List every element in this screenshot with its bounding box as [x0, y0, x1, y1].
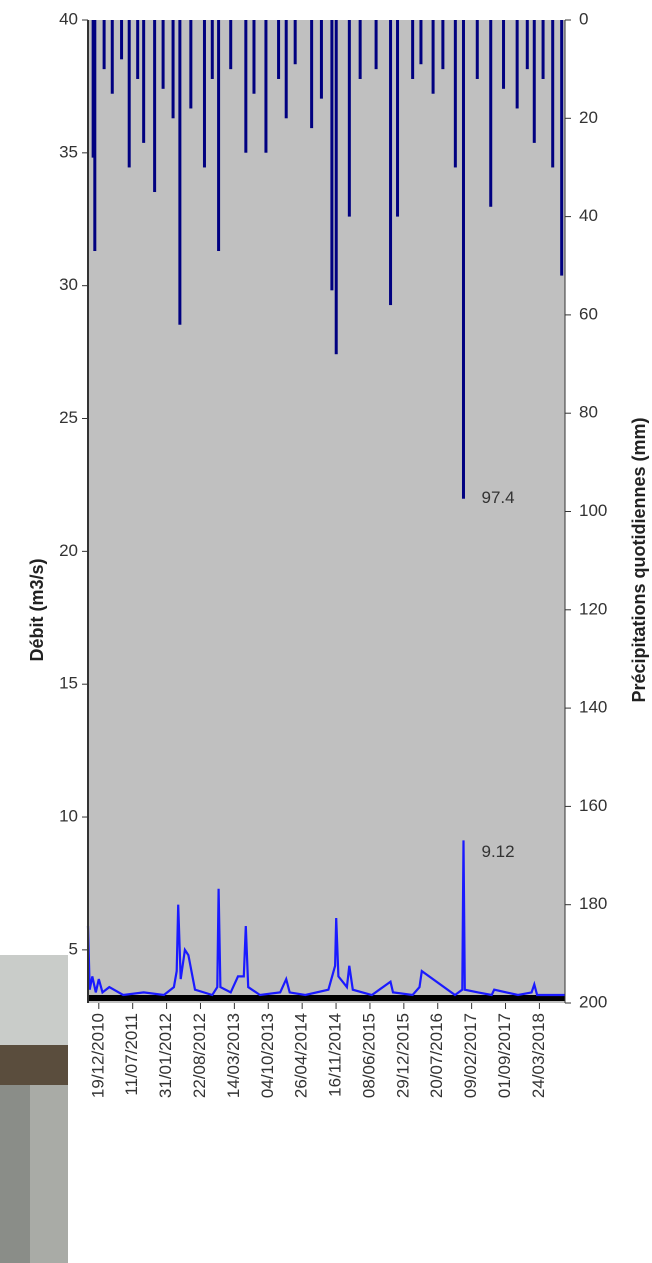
precip-bar	[264, 20, 268, 153]
precip-bar	[102, 20, 106, 70]
precip-bar	[293, 20, 297, 65]
precip-bar	[319, 20, 323, 99]
precip-bar	[551, 20, 555, 168]
photo-rail	[30, 1085, 68, 1263]
discharge-line	[86, 840, 565, 997]
y2-tick-label: 120	[579, 599, 607, 618]
y-tick-label: 20	[59, 541, 78, 560]
precip-bar	[127, 20, 131, 168]
precip-bar	[532, 20, 536, 143]
photo-trees	[0, 1045, 68, 1085]
x-tick-label: 31/01/2012	[156, 1013, 175, 1098]
precip-bar	[229, 20, 233, 70]
y-tick-label: 40	[59, 9, 78, 28]
y2-tick-label: 60	[579, 304, 598, 323]
precip-bar	[502, 20, 506, 89]
y2-tick-label: 180	[579, 894, 607, 913]
precip-bar	[252, 20, 256, 94]
x-tick-label: 24/03/2018	[529, 1013, 548, 1098]
plot-area	[88, 20, 565, 1003]
y2-tick-label: 200	[579, 992, 607, 1011]
precip-bar	[347, 20, 351, 217]
x-tick-label: 22/08/2012	[190, 1013, 209, 1098]
y2-axis-title: Précipitations quotidiennes (mm)	[629, 417, 649, 702]
precip-bar	[142, 20, 146, 143]
precip-bar	[277, 20, 281, 79]
y-tick-label: 15	[59, 674, 78, 693]
x-tick-label: 16/11/2014	[326, 1013, 345, 1097]
precip-bar	[396, 20, 400, 217]
y2-tick-label: 0	[579, 9, 588, 28]
photo-sky	[0, 955, 68, 1045]
value-label: 9.12	[481, 842, 514, 861]
precip-bar	[178, 20, 182, 325]
precip-bar	[515, 20, 519, 109]
y2-tick-label: 40	[579, 206, 598, 225]
precip-bar	[453, 20, 457, 168]
y-axis-title: Débit (m3/s)	[27, 558, 47, 661]
precip-bar	[541, 20, 545, 79]
precip-bar	[244, 20, 248, 153]
x-tick-label: 11/07/2011	[122, 1013, 141, 1096]
precip-bar	[461, 20, 465, 499]
precip-bar	[358, 20, 362, 79]
y2-tick-label: 160	[579, 796, 607, 815]
y-tick-label: 30	[59, 275, 78, 294]
precip-bar	[189, 20, 193, 109]
precip-bar	[525, 20, 529, 70]
x-tick-label: 01/09/2017	[495, 1013, 514, 1098]
precip-bar	[202, 20, 206, 168]
precip-bar	[217, 20, 221, 252]
precip-bar	[120, 20, 124, 60]
x-tick-label: 26/04/2014	[292, 1013, 311, 1098]
y2-tick-label: 100	[579, 501, 607, 520]
precip-bar	[419, 20, 423, 65]
precip-bar	[374, 20, 378, 70]
precip-bar	[560, 20, 564, 276]
x-tick-label: 04/10/2013	[258, 1013, 277, 1098]
precip-bar	[136, 20, 140, 79]
precip-bar	[334, 20, 338, 355]
precip-bar	[310, 20, 314, 129]
y-tick-label: 25	[59, 408, 78, 427]
precip-bar	[475, 20, 479, 79]
x-tick-label: 14/03/2013	[224, 1013, 243, 1098]
y2-tick-label: 140	[579, 698, 607, 717]
precip-bar	[489, 20, 493, 207]
precip-bar	[330, 20, 334, 291]
x-tick-label: 19/12/2010	[88, 1013, 107, 1098]
precip-bar	[441, 20, 445, 70]
precip-bar	[161, 20, 165, 89]
y2-tick-label: 20	[579, 108, 598, 127]
precip-bar	[411, 20, 415, 79]
x-tick-label: 20/07/2016	[427, 1013, 446, 1098]
y-tick-label: 5	[69, 939, 78, 958]
precip-bar	[210, 20, 214, 79]
precip-bar	[153, 20, 157, 193]
precip-bar	[431, 20, 435, 94]
precip-bar	[171, 20, 175, 119]
precip-bar	[93, 20, 97, 252]
precip-bar	[91, 20, 95, 158]
precip-bar	[110, 20, 114, 94]
y-tick-label: 10	[59, 807, 78, 826]
value-label: 97.4	[481, 488, 514, 507]
precip-bar	[284, 20, 288, 119]
x-tick-label: 08/06/2015	[359, 1013, 378, 1098]
x-tick-label: 29/12/2015	[393, 1013, 412, 1098]
y2-tick-label: 80	[579, 403, 598, 422]
y-tick-label: 35	[59, 142, 78, 161]
x-tick-label: 09/02/2017	[461, 1013, 480, 1098]
precip-bar	[389, 20, 393, 306]
